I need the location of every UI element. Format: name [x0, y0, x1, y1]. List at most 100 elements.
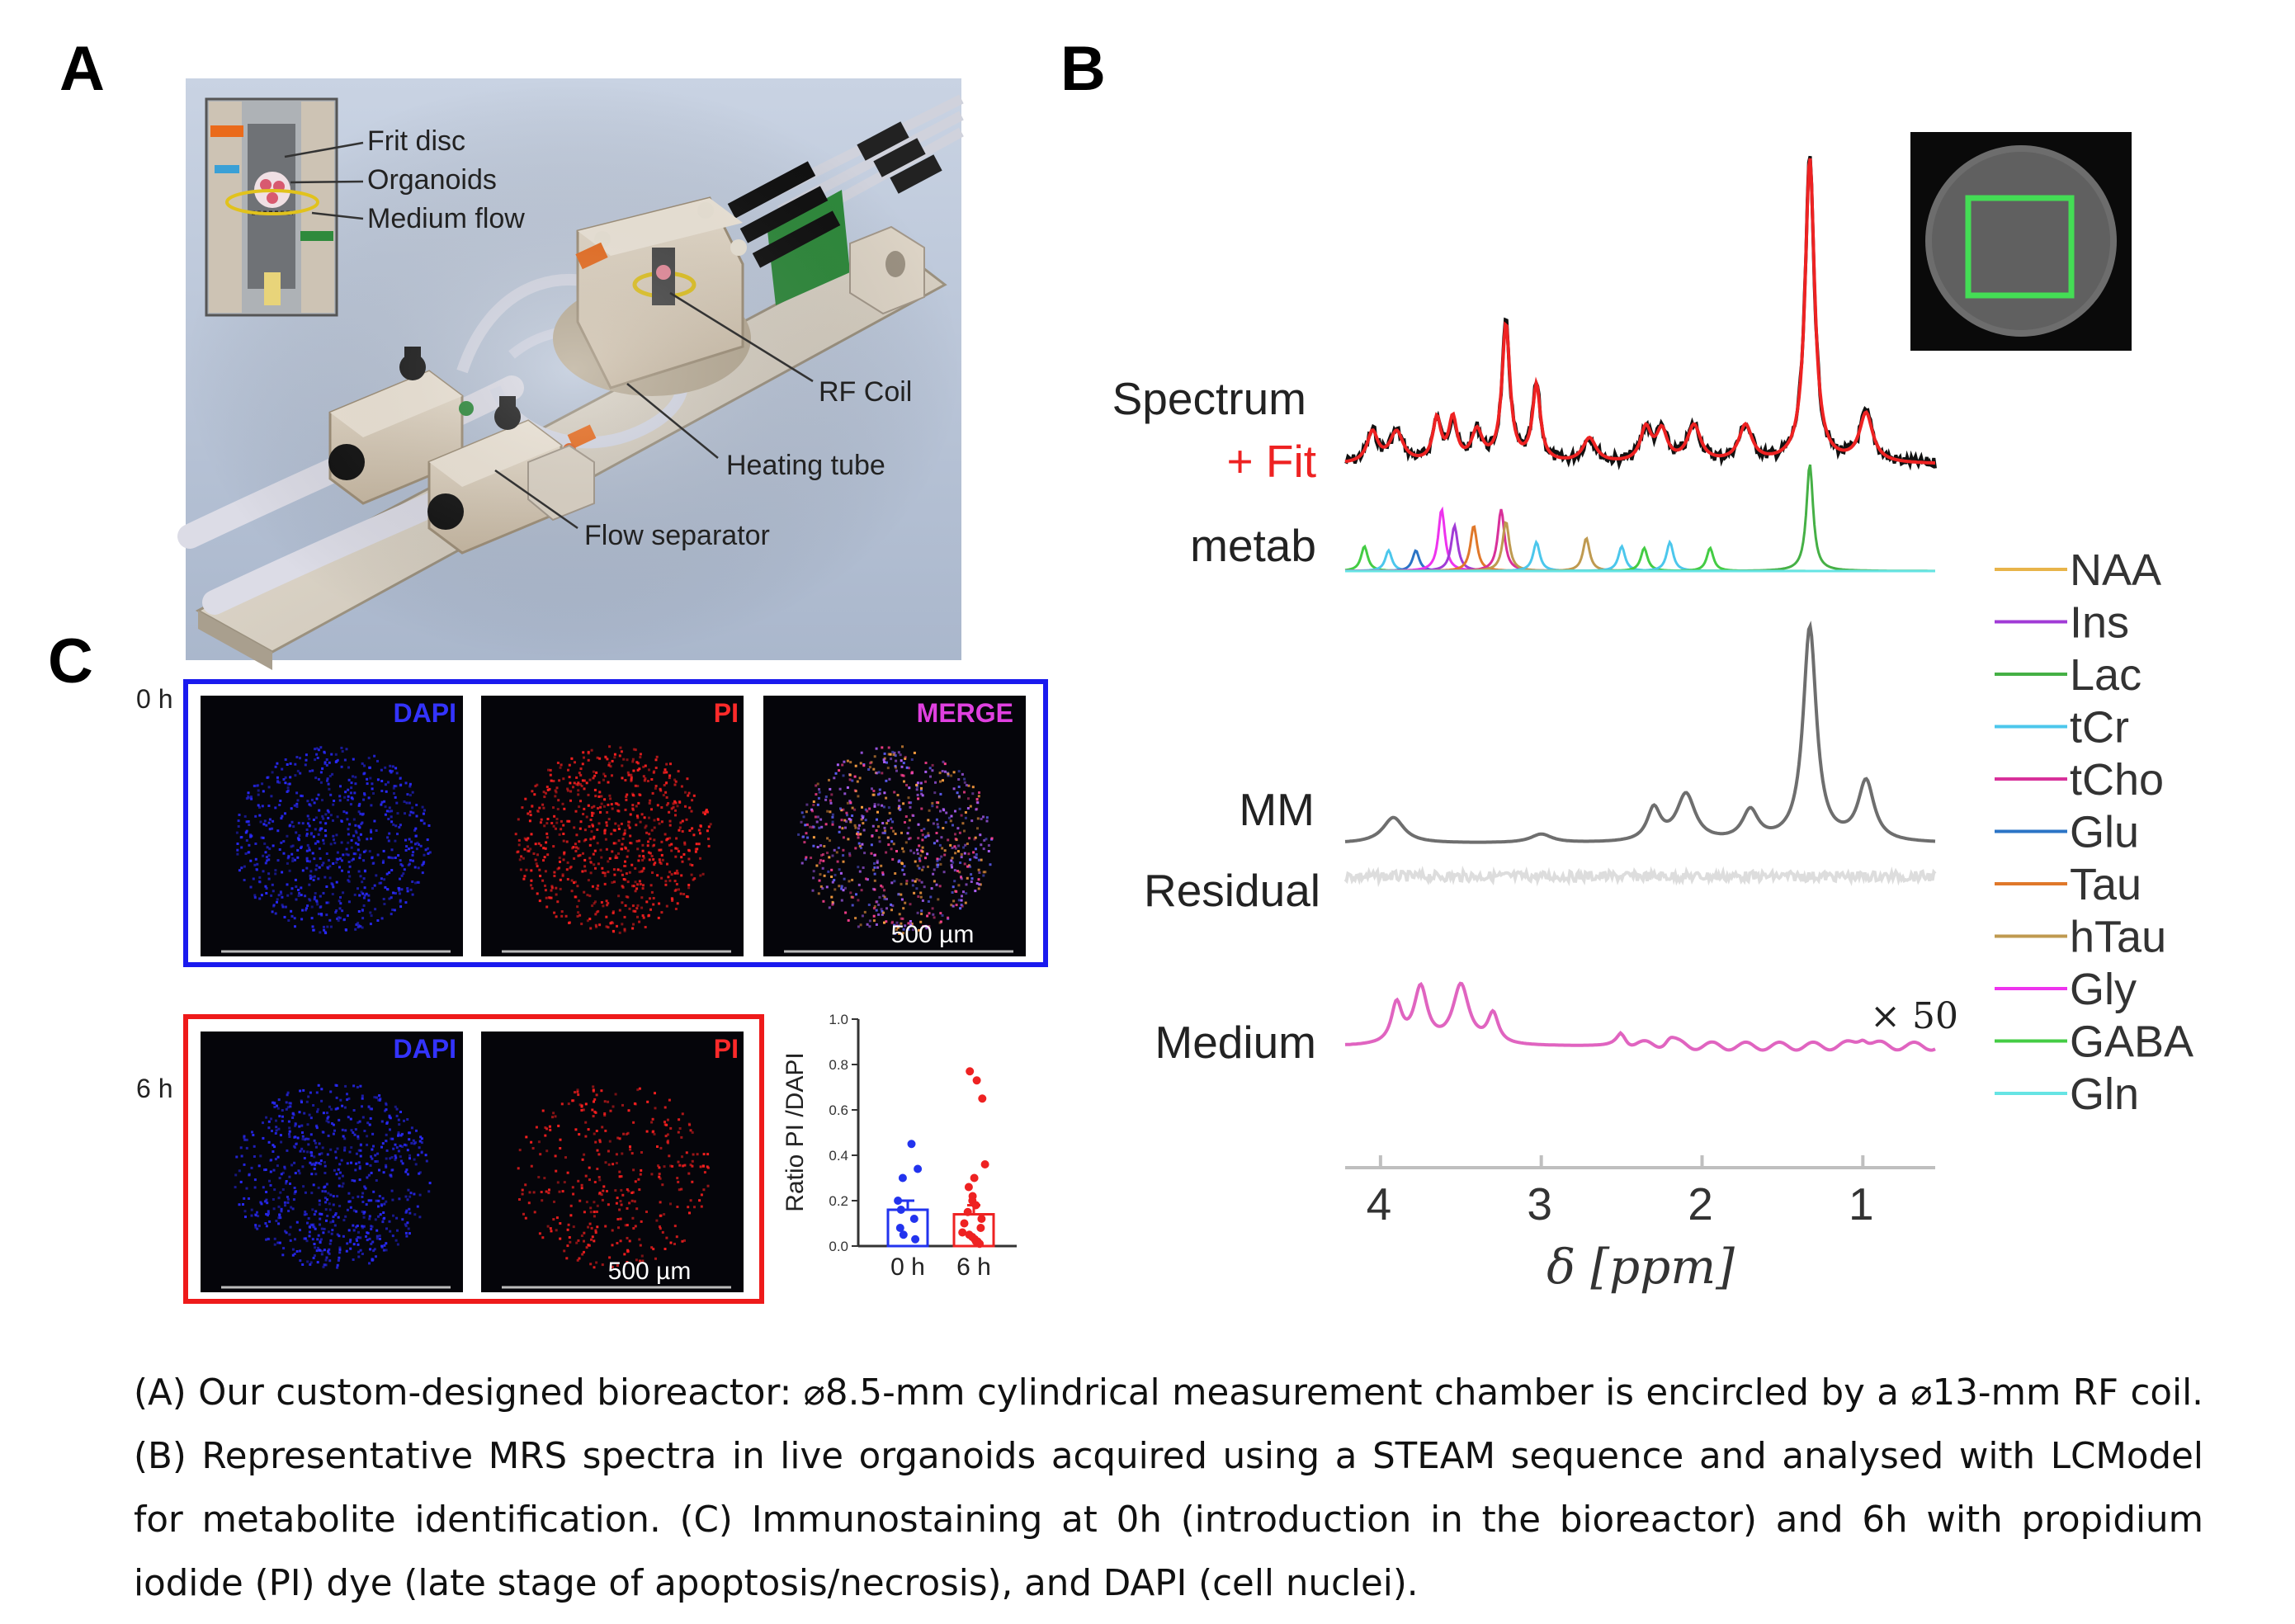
data-point [894, 1197, 903, 1205]
tile-label-pi-0h: PI [714, 698, 739, 728]
legend-label: tCho [2070, 755, 2164, 805]
data-point [914, 1164, 923, 1173]
data-point [899, 1230, 908, 1239]
x-axis-label: δ [ppm] [1547, 1239, 1735, 1295]
frame-6h [183, 1014, 764, 1304]
micrograph-dapi-0h [201, 696, 463, 956]
data-point [958, 1228, 967, 1237]
data-point [909, 1215, 918, 1223]
x-axis-ticks: 4 3 2 1 [1367, 1155, 1874, 1230]
data-point [896, 1206, 905, 1214]
y-tick-label: 0.8 [829, 1057, 848, 1073]
legend-label: hTau [2070, 913, 2166, 962]
frame-0h [183, 679, 1048, 967]
data-point [971, 1201, 980, 1210]
data-point [895, 1224, 904, 1232]
legend-label: Ins [2070, 598, 2129, 648]
label-heating-tube: Heating tube [726, 450, 885, 481]
data-point [975, 1239, 985, 1249]
data-point [970, 1173, 979, 1183]
x-category-label: 0 h [890, 1253, 925, 1281]
spectrum-traces [1343, 155, 1937, 1052]
scale-bar-label-0h: 500 µm [891, 921, 975, 948]
mm-trace [1344, 621, 1936, 844]
data-point [907, 1140, 916, 1149]
mrs-spectra-plot: 4 3 2 1 Spectrum + Fit metab MM Residual Me… [1112, 132, 2193, 1295]
label-medium: Medium [1155, 1017, 1316, 1068]
label-mm: MM [1239, 784, 1315, 835]
x-category-label: 6 h [956, 1253, 991, 1281]
label-spectrum: Spectrum [1112, 373, 1306, 424]
caption-text: (A) Our custom-designed bioreactor: ⌀8.5… [134, 1372, 2203, 1604]
tile-label-dapi-0h: DAPI [394, 698, 456, 728]
voxel-box [1965, 195, 2075, 299]
data-point [911, 1235, 920, 1244]
label-rf-coil: RF Coil [819, 376, 913, 408]
data-point [898, 1173, 907, 1183]
x-tick-label: 4 [1367, 1178, 1392, 1230]
data-point [972, 1076, 981, 1085]
y-tick-label: 0.6 [829, 1102, 848, 1118]
x-tick-label: 2 [1688, 1178, 1713, 1230]
data-point [963, 1207, 972, 1216]
micrograph-merge-0h [763, 696, 1026, 956]
micrograph-dapi-6h [201, 1032, 463, 1292]
y-tick-label: 0.4 [829, 1148, 848, 1164]
micrograph-pi-6h [481, 1032, 744, 1292]
label-residual: Residual [1144, 865, 1320, 916]
bioreactor-render [177, 78, 964, 670]
data-point [966, 1067, 975, 1076]
residual-trace [1343, 865, 1937, 888]
label-medium-flow: Medium flow [367, 203, 525, 234]
tile-label-merge-0h: MERGE [917, 698, 1013, 728]
figure-caption: (A) Our custom-designed bioreactor: ⌀8.5… [134, 1362, 2203, 1616]
tile-label-dapi-6h: DAPI [394, 1034, 456, 1064]
legend-label: Tau [2070, 860, 2142, 909]
panel-label-c: C [48, 626, 93, 696]
label-organoids: Organoids [367, 164, 497, 196]
legend-label: Glu [2070, 808, 2139, 857]
immunostaining: 0 h 6 h DAPI PI MERGE DAPI PI 500 µm 500… [136, 679, 1048, 1304]
data-point [960, 1219, 969, 1228]
data-point [976, 1224, 985, 1232]
x-tick-label: 3 [1527, 1178, 1552, 1230]
label-fit: + Fit [1227, 436, 1317, 487]
metab-trace-4 [1345, 522, 1935, 573]
row-label-0h: 0 h [136, 684, 172, 714]
metab-trace-7 [1345, 521, 1935, 573]
panel-label-b: B [1060, 34, 1106, 104]
row-label-6h: 6 h [136, 1074, 172, 1103]
label-metab: metab [1190, 520, 1316, 571]
y-tick-label: 0.2 [829, 1193, 848, 1209]
metab-trace-5 [1345, 525, 1935, 573]
y-axis-label: Ratio PI /DAPI [782, 1052, 809, 1211]
micrographs [201, 696, 1026, 1292]
fit-trace [1344, 158, 1935, 465]
legend-label: NAA [2070, 545, 2161, 595]
scale-note: × 50 [1870, 995, 1958, 1037]
legend-label: Lac [2070, 650, 2142, 700]
legend-label: tCr [2070, 703, 2129, 753]
chamber-cutaway-inset [205, 97, 338, 317]
legend-label: GABA [2070, 1017, 2193, 1067]
x-tick-label: 1 [1849, 1178, 1874, 1230]
y-tick-label: 0.0 [829, 1239, 848, 1254]
tile-label-pi-6h: PI [714, 1034, 739, 1064]
bar-0 [886, 1208, 929, 1248]
ratio-bar-chart: 0.0 0.2 0.4 0.6 0.8 1.0 Ratio PI /DAPI 0 h 6 h [782, 1012, 1017, 1281]
data-point [964, 1183, 973, 1192]
data-point [980, 1160, 989, 1168]
label-frit-disc: Frit disc [367, 125, 465, 157]
y-tick-label: 1.0 [829, 1012, 848, 1027]
panel-label-a: A [59, 34, 105, 104]
medium-trace [1344, 981, 1936, 1052]
data-point [977, 1215, 986, 1223]
legend-label: Gln [2070, 1069, 2139, 1119]
label-flow-separator: Flow separator [584, 520, 770, 551]
micrograph-pi-0h [481, 696, 744, 956]
legend-label: Gly [2070, 965, 2137, 1014]
data-point [978, 1094, 987, 1103]
scale-bar-label-6h: 500 µm [608, 1258, 692, 1285]
